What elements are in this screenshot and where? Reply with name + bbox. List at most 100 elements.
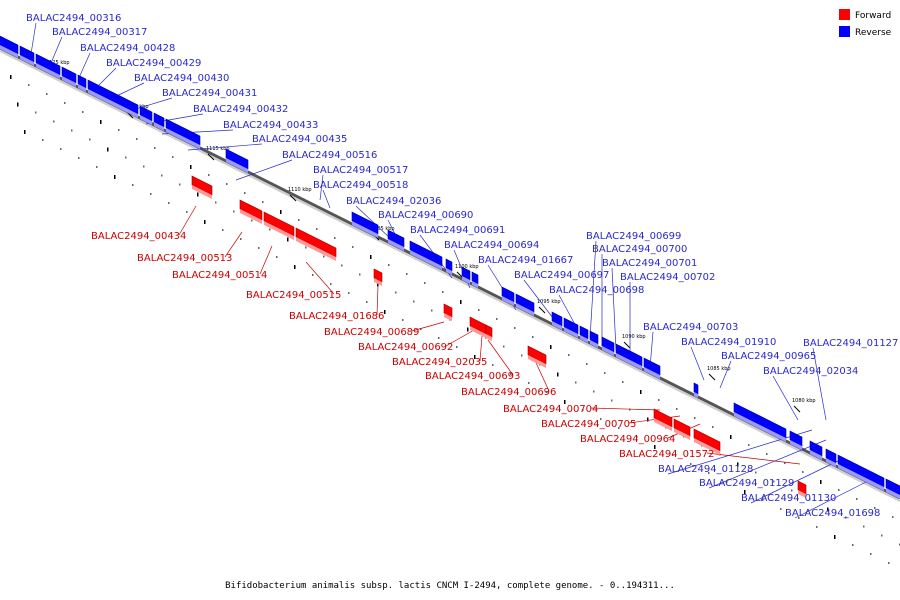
gene-block-shade (140, 115, 152, 125)
reverse-gene-label[interactable]: BALAC2494_00703 (643, 322, 738, 333)
reverse-gene-label[interactable]: BALAC2494_00317 (52, 27, 147, 38)
gc-dot (402, 319, 404, 321)
reverse-leader-line (319, 174, 324, 201)
forward-gene-label[interactable]: BALAC2494_00693 (425, 371, 520, 382)
reverse-gene-label[interactable]: BALAC2494_01698 (785, 508, 880, 519)
forward-gene-label[interactable]: BALAC2494_00513 (137, 253, 232, 264)
gc-dot (456, 346, 458, 348)
reverse-gene-label[interactable]: BALAC2494_00518 (313, 180, 408, 191)
forward-gene-label[interactable]: BALAC2494_00515 (246, 290, 341, 301)
gc-dot (881, 534, 883, 537)
gene-block-shade (564, 327, 578, 338)
reverse-gene-label[interactable]: BALAC2494_00702 (620, 272, 715, 283)
forward-leader-line (411, 321, 445, 332)
reverse-gene-label[interactable]: BALAC2494_00694 (444, 240, 539, 251)
gc-dot (10, 75, 12, 79)
gc-dot (406, 273, 408, 275)
reverse-leader-line (523, 279, 557, 323)
forward-gene-label[interactable]: BALAC2494_00964 (580, 434, 675, 445)
gc-dot (773, 480, 775, 483)
reverse-gene-label[interactable]: BALAC2494_00700 (592, 244, 687, 255)
reverse-gene-label[interactable]: BALAC2494_00432 (193, 104, 288, 115)
tick-mark (793, 405, 801, 413)
forward-gene-label[interactable]: BALAC2494_00434 (91, 231, 186, 242)
gc-dot (413, 300, 415, 303)
reverse-gene-label[interactable]: BALAC2494_00430 (134, 73, 229, 84)
forward-gene-label[interactable]: BALAC2494_00692 (358, 342, 453, 353)
reverse-gene-label[interactable]: BALAC2494_00691 (410, 225, 505, 236)
reverse-gene-label[interactable]: BALAC2494_00316 (26, 13, 121, 24)
reverse-gene-label[interactable]: BALAC2494_00431 (162, 88, 257, 99)
forward-gene-label[interactable]: BALAC2494_01572 (619, 449, 714, 460)
reverse-gene-label[interactable]: BALAC2494_00435 (252, 134, 347, 145)
gc-dot (312, 274, 314, 276)
gc-dot (154, 147, 156, 149)
tick-mark (708, 373, 716, 381)
gc-dot (82, 111, 84, 113)
reverse-gene-label[interactable]: BALAC2494_01667 (478, 255, 573, 266)
reverse-gene-label[interactable]: BALAC2494_01130 (741, 493, 836, 504)
reverse-gene-label[interactable]: BALAC2494_02036 (346, 196, 441, 207)
gc-dot (550, 345, 552, 349)
forward-gene-label[interactable]: BALAC2494_00696 (461, 387, 556, 398)
gc-dot (546, 391, 548, 393)
reverse-gene-label[interactable]: BALAC2494_01127 (803, 338, 898, 349)
gc-dot (233, 210, 235, 213)
reverse-gene-label[interactable]: BALAC2494_00517 (313, 165, 408, 176)
reverse-gene-label[interactable]: BALAC2494_01910 (681, 337, 776, 348)
gc-dot (838, 489, 840, 491)
gc-dot (71, 129, 73, 132)
reverse-leader-line (187, 143, 263, 151)
reverse-gene-label[interactable]: BALAC2494_01128 (658, 464, 753, 475)
tick-label: 1115 kbp (206, 146, 230, 152)
gc-dot (622, 381, 624, 383)
gc-dot (510, 373, 512, 375)
reverse-leader-line (589, 240, 597, 339)
forward-gene-label[interactable]: BALAC2494_00705 (541, 419, 636, 430)
gc-dot (712, 426, 714, 428)
reverse-gene-label[interactable]: BALAC2494_01129 (699, 478, 794, 489)
gene-block-shade (810, 450, 822, 460)
gc-dot (874, 507, 876, 509)
forward-gene-label[interactable]: BALAC2494_01686 (289, 311, 384, 322)
gene-block-shade (264, 221, 294, 240)
gc-dot (186, 211, 188, 213)
reverse-gene-label[interactable]: BALAC2494_00428 (80, 43, 175, 54)
forward-gene-label[interactable]: BALAC2494_00514 (172, 270, 267, 281)
gc-dot (438, 337, 440, 339)
reverse-gene-label[interactable]: BALAC2494_00429 (106, 58, 201, 69)
reverse-leader-line (794, 479, 871, 519)
reverse-gene-block[interactable] (885, 478, 900, 496)
gc-dot (226, 183, 228, 185)
gc-dot (287, 237, 289, 242)
gc-dot (636, 436, 638, 438)
forward-gene-label[interactable]: BALAC2494_00704 (503, 404, 598, 415)
reverse-leader-line (667, 429, 813, 475)
reverse-gene-label[interactable]: BALAC2494_02034 (763, 366, 858, 377)
legend-forward-swatch (839, 9, 850, 20)
reverse-gene-label[interactable]: BALAC2494_00965 (721, 351, 816, 362)
reverse-gene-label[interactable]: BALAC2494_00699 (586, 231, 681, 242)
reverse-gene-label[interactable]: BALAC2494_00433 (223, 120, 318, 131)
reverse-gene-label[interactable]: BALAC2494_00516 (282, 150, 377, 161)
gc-dot (114, 175, 116, 179)
gc-dot (582, 409, 584, 411)
gc-dot (395, 291, 397, 294)
gc-dot (96, 166, 98, 168)
gc-dot (190, 165, 192, 169)
reverse-gene-label[interactable]: BALAC2494_00698 (549, 285, 644, 296)
forward-gene-label[interactable]: BALAC2494_00689 (324, 327, 419, 338)
gc-dot (420, 328, 422, 330)
reverse-gene-label[interactable]: BALAC2494_00690 (378, 210, 473, 221)
gene-block-shade (674, 428, 690, 440)
forward-gene-label[interactable]: BALAC2494_02035 (392, 357, 487, 368)
reverse-gene-label[interactable]: BALAC2494_00697 (514, 270, 609, 281)
gc-dot (586, 363, 588, 365)
gc-dot (240, 238, 242, 240)
gc-dot (521, 354, 523, 357)
gene-block-shade (516, 303, 534, 316)
forward-leader-line (178, 205, 197, 236)
gc-dot (424, 282, 426, 284)
gc-dot (316, 228, 318, 230)
reverse-gene-label[interactable]: BALAC2494_00701 (602, 258, 697, 269)
